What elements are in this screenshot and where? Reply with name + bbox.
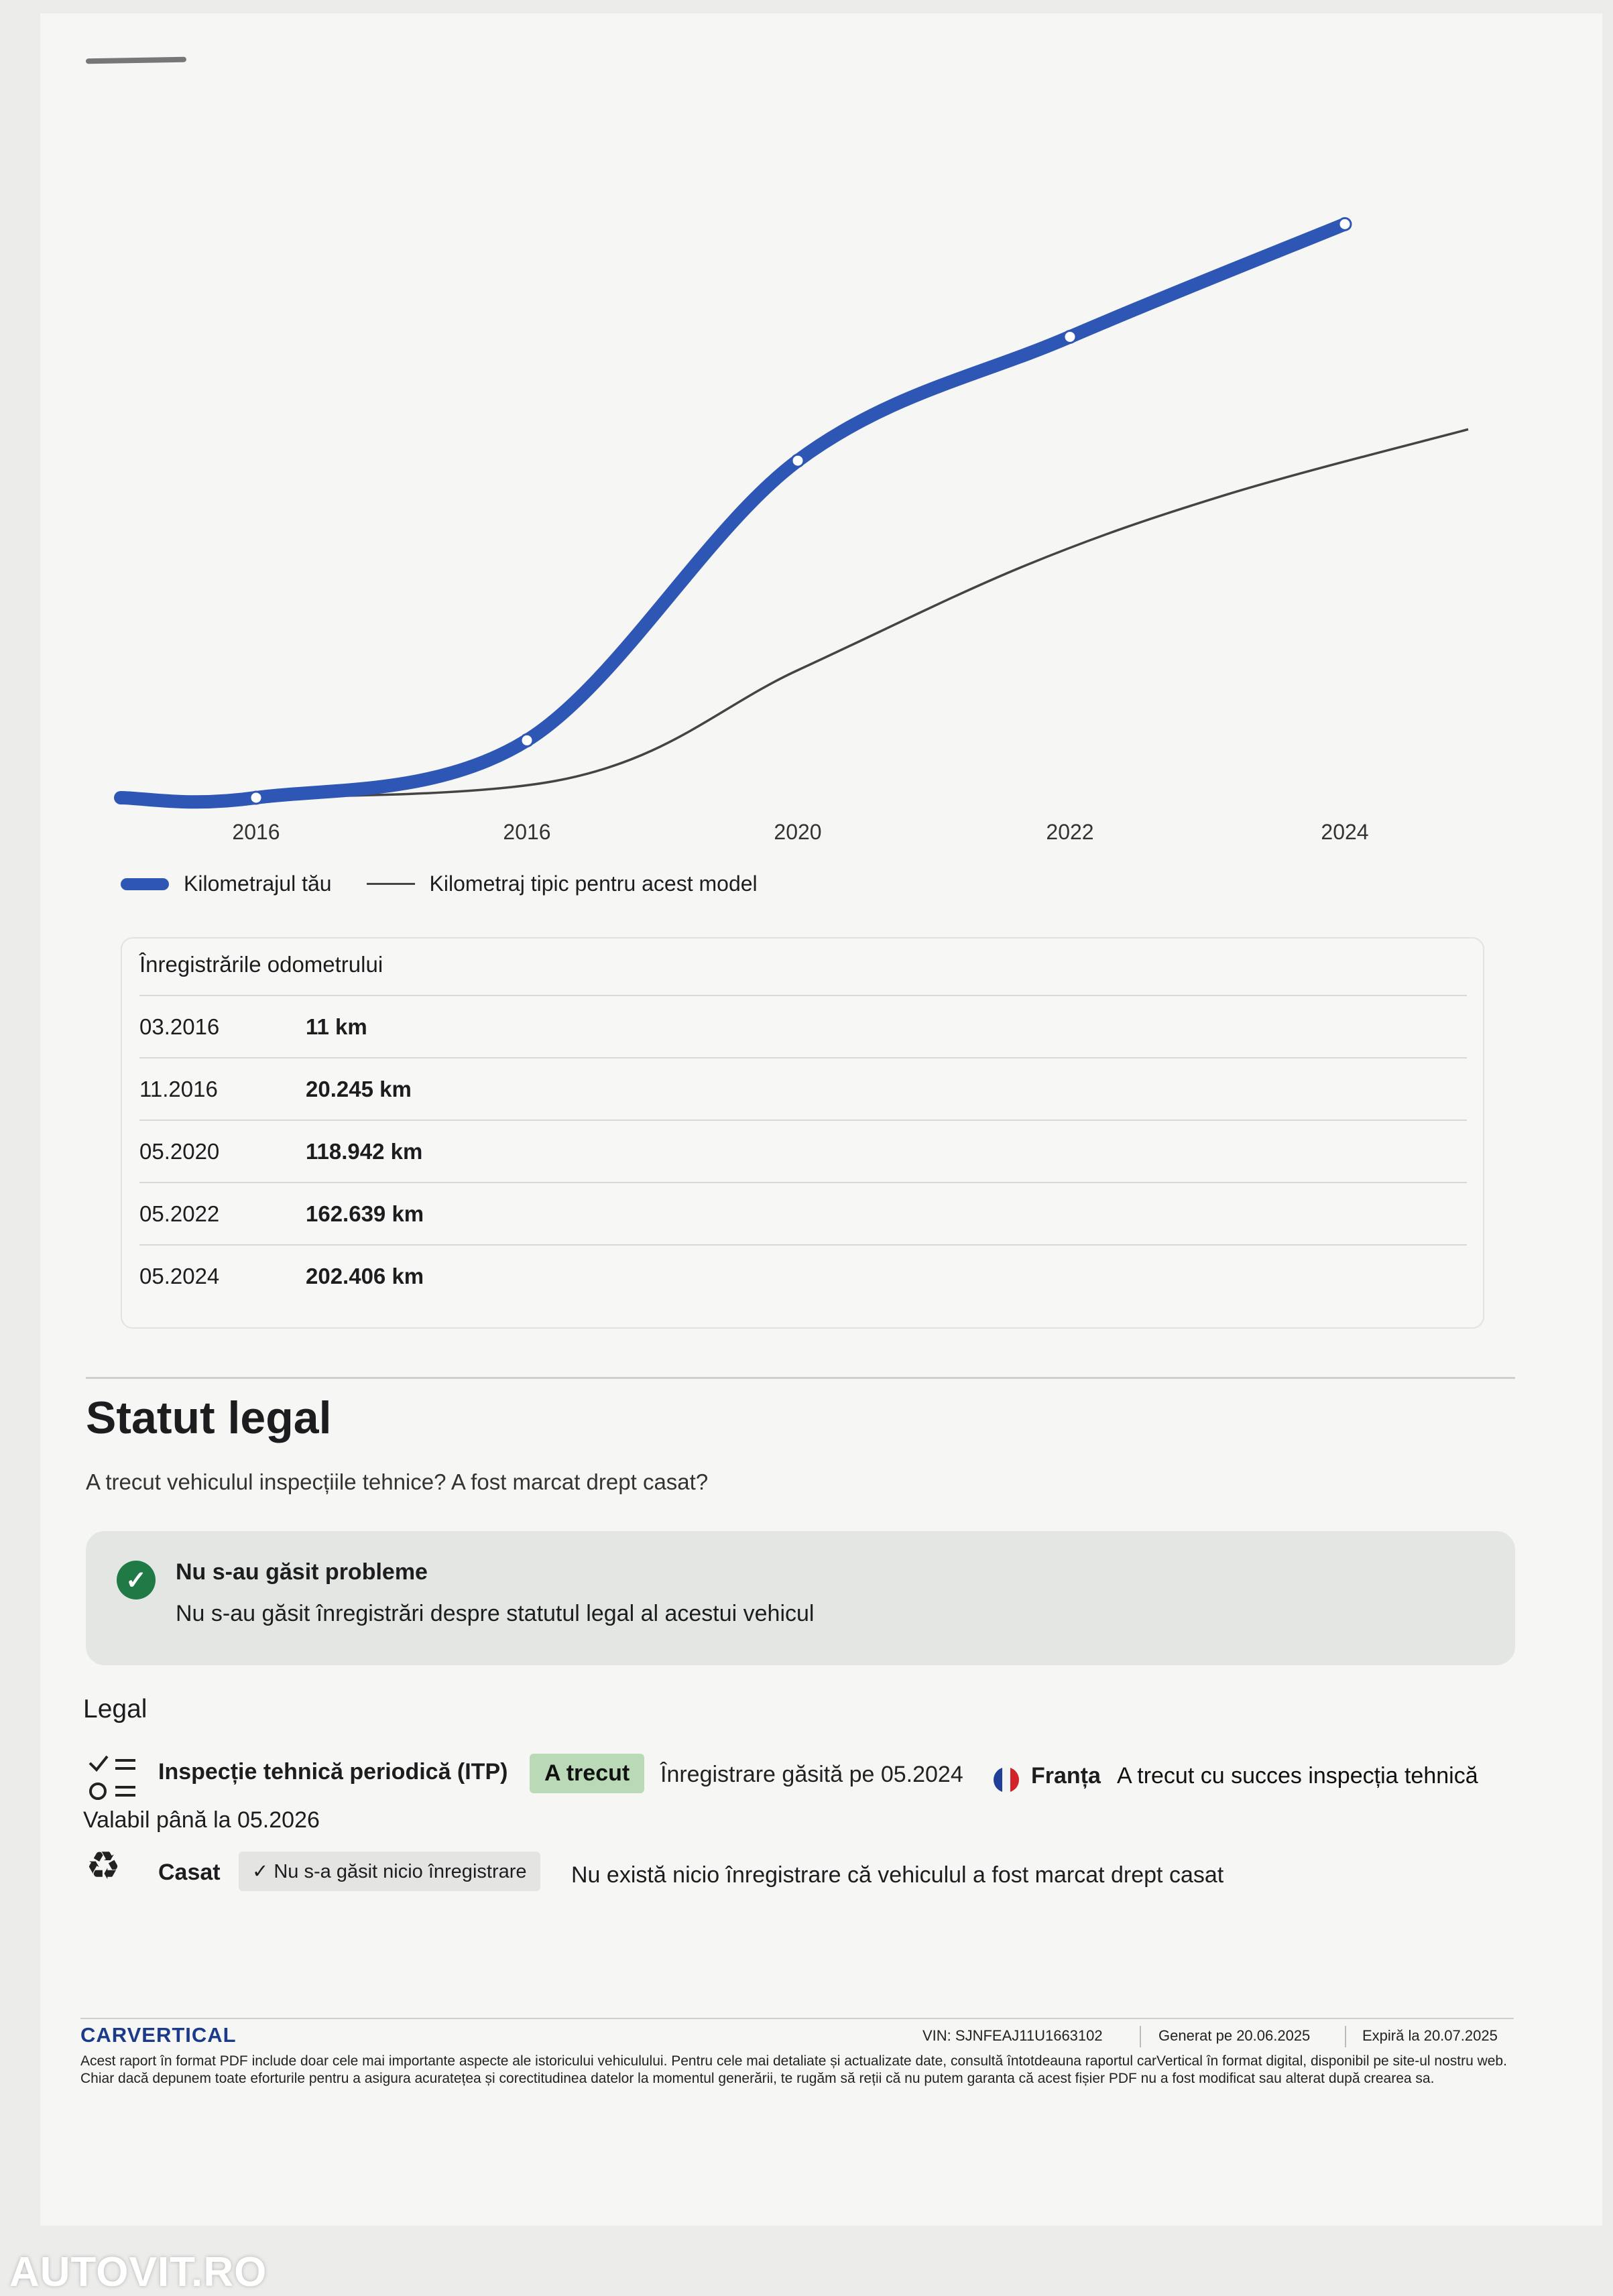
x-tick-label: 2024	[1321, 820, 1368, 844]
odometer-date: 11.2016	[139, 1077, 218, 1101]
legend-label-yours: Kilometrajul tău	[184, 871, 332, 896]
watermark: AUTOVIT.RO	[9, 2249, 267, 2295]
odometer-value: 118.942 km	[306, 1139, 423, 1164]
casat-text: Nu există nicio înregistrare că vehiculu…	[571, 1862, 1224, 1888]
mileage-point	[249, 790, 263, 805]
no-issues-box: ✓ Nu s-au găsit probleme Nu s-au găsit î…	[86, 1531, 1515, 1665]
mileage-chart: 2016 2016 2020 2022 2024	[87, 121, 1529, 871]
x-tick-label: 2020	[774, 820, 821, 844]
mileage-point	[520, 733, 534, 747]
footer-disclaimer: Acest raport în format PDF include doar …	[80, 2053, 1507, 2086]
itp-result: A trecut cu succes inspecția tehnică	[1117, 1763, 1478, 1789]
odometer-date: 03.2016	[139, 1014, 220, 1039]
footer-divider	[80, 2018, 1514, 2019]
x-tick-label: 2016	[232, 820, 280, 844]
footer-expires: Expiră la 20.07.2025	[1362, 2027, 1498, 2044]
itp-label: Inspecție tehnică periodică (ITP)	[158, 1759, 508, 1785]
odometer-row: 05.2024 202.406 km	[139, 1244, 1467, 1307]
itp-valid-until: Valabil până la 05.2026	[83, 1807, 320, 1833]
mileage-point	[1063, 329, 1077, 344]
no-issues-title: Nu s-au găsit probleme	[176, 1559, 428, 1585]
itp-record-date: Înregistrare găsită pe 05.2024	[660, 1762, 963, 1787]
odometer-records-card: Înregistrările odometrului 03.2016 11 km…	[121, 937, 1484, 1329]
footer-generated: Generat pe 20.06.2025	[1158, 2027, 1311, 2044]
odometer-row: 05.2020 118.942 km	[139, 1120, 1467, 1183]
odometer-date: 05.2020	[139, 1139, 220, 1164]
itp-status-badge: A trecut	[530, 1754, 645, 1793]
legend-swatch-typical	[366, 883, 415, 885]
casat-status-chip: ✓ Nu s-a găsit nicio înregistrare	[239, 1852, 540, 1891]
odometer-date: 05.2024	[139, 1264, 220, 1288]
check-circle-icon: ✓	[117, 1561, 156, 1599]
legend-swatch-yours	[121, 878, 169, 890]
mileage-point	[790, 453, 805, 468]
typical-mileage-line	[120, 428, 1469, 799]
odometer-value: 202.406 km	[306, 1264, 424, 1288]
section-subtitle: A trecut vehiculul inspecțiile tehnice? …	[86, 1469, 709, 1494]
x-tick-label: 2022	[1046, 820, 1093, 844]
itp-country: Franța	[1031, 1763, 1101, 1789]
odometer-row: 05.2022 162.639 km	[139, 1182, 1467, 1245]
footer-separator	[1345, 2026, 1346, 2047]
odometer-date: 05.2022	[139, 1201, 220, 1226]
your-mileage-line	[114, 217, 1352, 809]
chart-legend: Kilometrajul tău Kilometraj tipic pentru…	[121, 871, 758, 896]
section-title-legal: Statut legal	[86, 1392, 332, 1443]
odometer-row: 03.2016 11 km	[139, 995, 1467, 1058]
x-tick-label: 2016	[503, 820, 550, 844]
casat-label: Casat	[158, 1860, 221, 1885]
recycle-icon: ♻	[86, 1844, 121, 1888]
odometer-value: 20.245 km	[306, 1077, 412, 1101]
section-divider	[86, 1377, 1515, 1379]
legal-subheading: Legal	[83, 1695, 147, 1724]
odometer-row: 11.2016 20.245 km	[139, 1057, 1467, 1120]
brand-logo: CARVERTICAL	[80, 2023, 237, 2047]
checklist-icon	[86, 1750, 139, 1815]
footer-separator	[1140, 2026, 1141, 2047]
odometer-title: Înregistrările odometrului	[139, 952, 383, 977]
legend-label-typical: Kilometraj tipic pentru acest model	[429, 871, 758, 896]
mileage-point	[1337, 217, 1352, 231]
france-flag-icon	[994, 1767, 1019, 1793]
mileage-chart-svg: 2016 2016 2020 2022 2024	[114, 217, 1469, 844]
odometer-value: 11 km	[306, 1014, 367, 1039]
odometer-value: 162.639 km	[306, 1201, 424, 1226]
footer-vin: VIN: SJNFEAJ11U1663102	[922, 2027, 1103, 2044]
no-issues-text: Nu s-au găsit înregistrări despre statut…	[176, 1601, 815, 1626]
